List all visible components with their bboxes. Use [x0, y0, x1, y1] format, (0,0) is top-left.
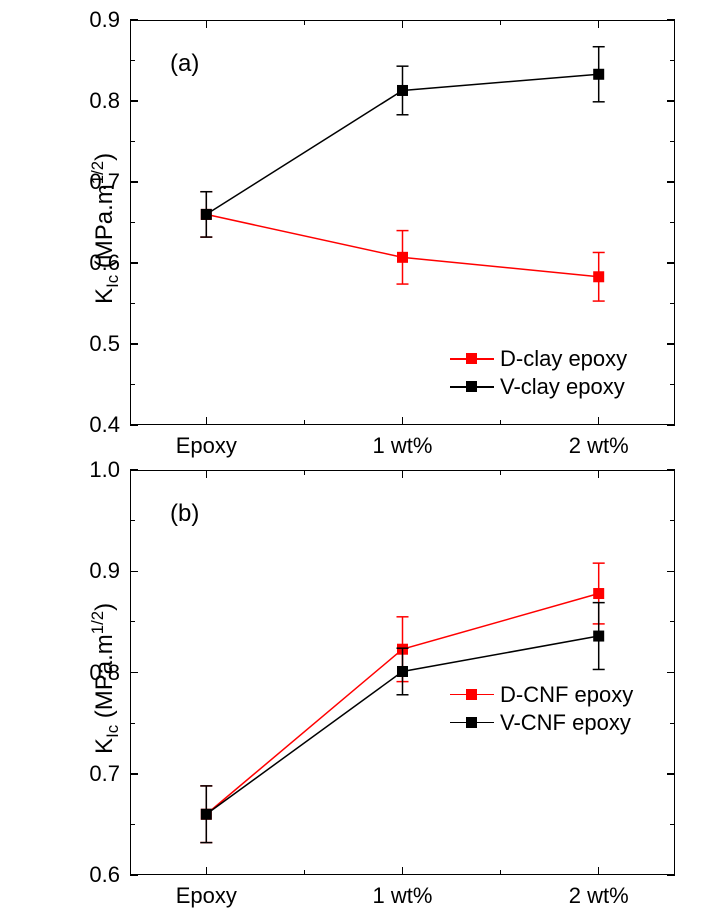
x-tick	[206, 20, 208, 28]
y-minor-tick	[670, 60, 675, 61]
y-minor-tick	[670, 520, 675, 521]
x-minor-tick	[304, 470, 305, 475]
y-minor-tick	[130, 824, 135, 825]
y-tick	[667, 262, 675, 264]
y-minor-tick	[670, 621, 675, 622]
y-tick-label: 0.7	[89, 169, 120, 195]
x-minor-tick	[500, 870, 501, 875]
y-tick	[130, 672, 138, 674]
legend-entry: V-CNF epoxy	[450, 709, 633, 737]
y-minor-tick	[130, 303, 135, 304]
x-tick-label: 1 wt%	[363, 433, 443, 459]
x-tick	[598, 470, 600, 478]
y-minor-tick	[130, 520, 135, 521]
y-tick	[130, 181, 138, 183]
y-tick	[667, 469, 675, 471]
x-tick	[598, 867, 600, 875]
x-tick	[402, 470, 404, 478]
y-minor-tick	[130, 621, 135, 622]
y-tick-label: 0.5	[89, 331, 120, 357]
data-marker	[201, 809, 212, 820]
y-tick-label: 0.8	[89, 88, 120, 114]
y-minor-tick	[670, 303, 675, 304]
y-minor-tick	[670, 723, 675, 724]
y-minor-tick	[670, 141, 675, 142]
legend-label: V-CNF epoxy	[500, 710, 631, 736]
panel-b-legend: D-CNF epoxyV-CNF epoxy	[450, 681, 633, 737]
x-tick	[402, 417, 404, 425]
y-tick	[130, 773, 138, 775]
y-tick	[667, 424, 675, 426]
x-tick	[206, 417, 208, 425]
y-tick-label: 0.6	[89, 862, 120, 888]
y-tick	[667, 343, 675, 345]
y-tick	[130, 343, 138, 345]
data-marker	[593, 588, 604, 599]
legend-label: D-CNF epoxy	[500, 682, 633, 708]
x-tick	[598, 417, 600, 425]
y-tick	[667, 100, 675, 102]
y-tick-label: 0.8	[89, 660, 120, 686]
y-minor-tick	[130, 384, 135, 385]
x-tick	[206, 470, 208, 478]
y-minor-tick	[130, 141, 135, 142]
y-tick	[667, 19, 675, 21]
y-tick	[130, 424, 138, 426]
y-tick	[667, 773, 675, 775]
x-minor-tick	[304, 870, 305, 875]
y-minor-tick	[130, 60, 135, 61]
legend-entry: D-CNF epoxy	[450, 681, 633, 709]
x-tick	[206, 867, 208, 875]
y-tick	[130, 874, 138, 876]
y-tick	[667, 571, 675, 573]
y-tick	[667, 672, 675, 674]
x-tick	[402, 867, 404, 875]
x-tick	[598, 20, 600, 28]
y-tick	[130, 469, 138, 471]
y-tick-label: 0.4	[89, 412, 120, 438]
x-minor-tick	[500, 470, 501, 475]
data-marker	[397, 666, 408, 677]
y-tick	[130, 19, 138, 21]
data-marker	[593, 631, 604, 642]
y-minor-tick	[670, 824, 675, 825]
y-tick-label: 1.0	[89, 457, 120, 483]
y-minor-tick	[670, 222, 675, 223]
x-minor-tick	[304, 420, 305, 425]
x-minor-tick	[500, 20, 501, 25]
y-minor-tick	[130, 222, 135, 223]
y-tick	[667, 874, 675, 876]
y-tick-label: 0.9	[89, 7, 120, 33]
x-tick-label: Epoxy	[166, 433, 246, 459]
y-tick	[130, 262, 138, 264]
y-minor-tick	[130, 723, 135, 724]
y-tick-label: 0.7	[89, 761, 120, 787]
figure: (a) KIc (MPa.m1/2) D-clay epoxyV-clay ep…	[0, 0, 708, 914]
y-tick	[130, 100, 138, 102]
y-tick-label: 0.9	[89, 558, 120, 584]
x-tick-label: 2 wt%	[559, 433, 639, 459]
x-tick-label: 2 wt%	[559, 883, 639, 909]
y-tick-label: 0.6	[89, 250, 120, 276]
y-tick	[667, 181, 675, 183]
y-tick	[130, 571, 138, 573]
x-minor-tick	[500, 420, 501, 425]
x-tick	[402, 20, 404, 28]
x-tick-label: Epoxy	[166, 883, 246, 909]
x-minor-tick	[304, 20, 305, 25]
y-minor-tick	[670, 384, 675, 385]
x-tick-label: 1 wt%	[363, 883, 443, 909]
